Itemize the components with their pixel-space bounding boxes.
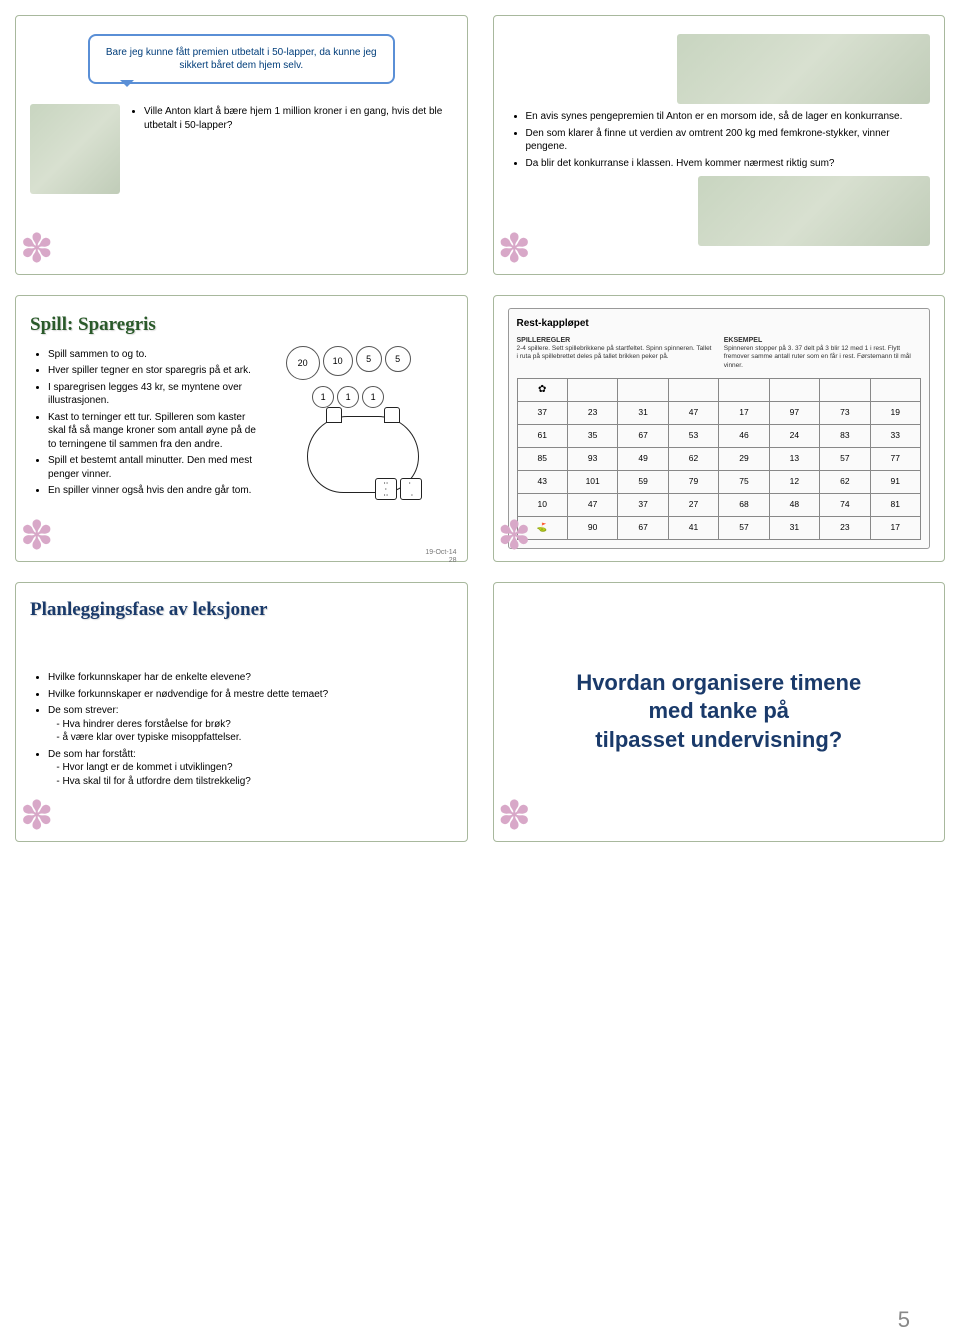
flower-icon xyxy=(498,226,542,270)
bullet-list: Spill sammen to og to. Hver spiller tegn… xyxy=(30,348,263,498)
game-title: Rest-kappløpet xyxy=(517,317,922,331)
slide-1: Bare jeg kunne fått premien utbetalt i 5… xyxy=(15,15,468,275)
bullet-item: Spill et bestemt antall minutter. Den me… xyxy=(48,454,263,481)
illustration-newspapers xyxy=(677,34,931,104)
slide-title: Spill: Sparegris xyxy=(30,312,263,338)
illustration-man-money xyxy=(30,104,120,194)
bullet-item: Da blir det konkurranse i klassen. Hvem … xyxy=(526,157,931,171)
flower-icon xyxy=(498,513,542,557)
coin-row: 201055111 xyxy=(273,346,423,408)
coin: 1 xyxy=(362,386,384,408)
slide-date: 19-Oct-14 xyxy=(425,549,456,556)
bullet-item: En avis synes pengepremien til Anton er … xyxy=(526,110,931,124)
rules-text: 2-4 spillere. Sett spillebrikkene på sta… xyxy=(517,345,712,360)
bullet-item: En spiller vinner også hvis den andre gå… xyxy=(48,484,263,498)
bullet-list: En avis synes pengepremien til Anton er … xyxy=(508,110,931,170)
bullet-list: Hvilke forkunnskaper har de enkelte elev… xyxy=(30,668,453,791)
bullet-list: Ville Anton klart å bære hjem 1 million … xyxy=(126,102,453,135)
flower-icon xyxy=(20,793,64,837)
bullet-item: Den som klarer å finne ut verdien av omt… xyxy=(526,127,931,154)
slide-3: Spill: Sparegris Spill sammen to og to. … xyxy=(15,295,468,562)
flower-icon xyxy=(20,513,64,557)
coin: 10 xyxy=(323,346,353,376)
bullet-item: Ville Anton klart å bære hjem 1 million … xyxy=(144,105,453,132)
coin: 1 xyxy=(337,386,359,408)
bullet-item: I sparegrisen legges 43 kr, se myntene o… xyxy=(48,381,263,408)
slide-5: Planleggingsfase av leksjoner Hvilke for… xyxy=(15,582,468,842)
number-grid: ✿372331471797731961356753462483338593496… xyxy=(517,378,922,540)
dice-icons: • ••• • • • xyxy=(375,478,422,500)
bullet-item: Hver spiller tegner en stor sparegris på… xyxy=(48,364,263,378)
coin: 1 xyxy=(312,386,334,408)
bullet-item: Hvilke forkunnskaper er nødvendige for å… xyxy=(48,688,453,702)
piggy-bank-illustration: • ••• • • • xyxy=(307,416,419,493)
coin: 5 xyxy=(385,346,411,372)
example-text: Spinneren stopper på 3. 37 delt på 3 bli… xyxy=(724,345,911,368)
rules-heading: SPILLEREGLER xyxy=(517,337,571,344)
speech-bubble: Bare jeg kunne fått premien utbetalt i 5… xyxy=(88,34,395,84)
slide-2: En avis synes pengepremien til Anton er … xyxy=(493,15,946,275)
flower-icon xyxy=(498,793,542,837)
illustration-coins xyxy=(698,176,930,246)
slide-4: Rest-kappløpet SPILLEREGLER 2-4 spillere… xyxy=(493,295,946,562)
coin: 20 xyxy=(286,346,320,380)
bullet-item: Spill sammen to og to. xyxy=(48,348,263,362)
slide-title: Planleggingsfase av leksjoner xyxy=(30,599,453,621)
bullet-item: De som strever: - Hva hindrer deres fors… xyxy=(48,704,453,745)
coin: 5 xyxy=(356,346,382,372)
big-question: Hvordan organisere timene med tanke på t… xyxy=(508,649,931,775)
bullet-item: Kast to terninger ett tur. Spilleren som… xyxy=(48,411,263,452)
slide-6: Hvordan organisere timene med tanke på t… xyxy=(493,582,946,842)
game-board: Rest-kappløpet SPILLEREGLER 2-4 spillere… xyxy=(508,308,931,549)
bullet-item: Hvilke forkunnskaper har de enkelte elev… xyxy=(48,671,453,685)
example-heading: EKSEMPEL xyxy=(724,337,763,344)
bullet-item: De som har forstått: - Hvor langt er de … xyxy=(48,748,453,789)
page-number: 5 xyxy=(898,1307,910,1333)
flower-icon xyxy=(20,226,64,270)
slide-pagenum: 28 xyxy=(449,557,457,564)
